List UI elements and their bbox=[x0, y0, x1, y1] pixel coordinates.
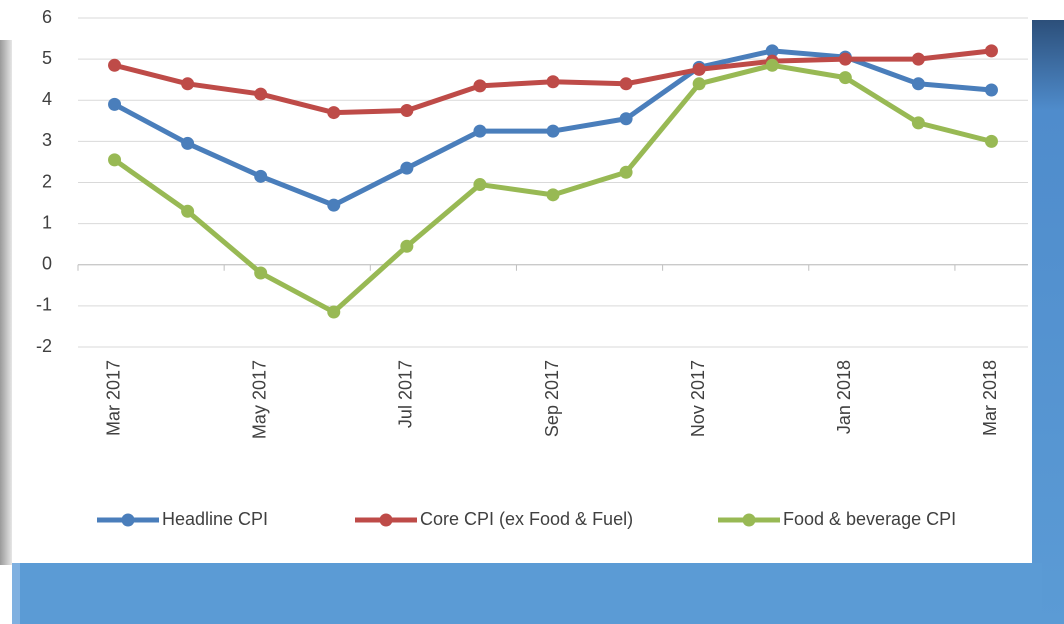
data-point bbox=[108, 58, 122, 72]
y-tick-label: 2 bbox=[42, 171, 52, 191]
data-point bbox=[108, 153, 122, 167]
x-tick-label: May 2017 bbox=[249, 360, 269, 439]
data-point bbox=[254, 266, 268, 280]
y-tick-label: 0 bbox=[42, 254, 52, 274]
y-tick-label: 6 bbox=[42, 7, 52, 27]
data-point bbox=[546, 188, 560, 202]
x-tick-label: Mar 2018 bbox=[980, 360, 1000, 436]
legend-label: Food & beverage CPI bbox=[783, 509, 956, 529]
data-point bbox=[473, 79, 487, 93]
data-point bbox=[911, 52, 925, 66]
data-point bbox=[911, 116, 925, 130]
data-point bbox=[546, 75, 560, 89]
data-point bbox=[838, 52, 852, 66]
data-point bbox=[254, 169, 268, 183]
data-point bbox=[181, 204, 195, 218]
data-point bbox=[692, 62, 706, 76]
data-point bbox=[619, 112, 633, 126]
left-frame bbox=[0, 40, 12, 565]
bottom-band-edge bbox=[12, 563, 20, 624]
y-tick-label: 4 bbox=[42, 89, 52, 109]
legend-marker bbox=[121, 513, 135, 527]
legend-marker bbox=[379, 513, 393, 527]
x-tick-label: Jan 2018 bbox=[834, 360, 854, 434]
data-point bbox=[692, 77, 706, 91]
x-tick-label: Nov 2017 bbox=[688, 360, 708, 437]
data-point bbox=[254, 87, 268, 101]
x-tick-label: Mar 2017 bbox=[103, 360, 123, 436]
data-point bbox=[546, 124, 560, 138]
y-tick-label: -2 bbox=[36, 336, 52, 356]
data-point bbox=[619, 77, 633, 91]
data-point bbox=[181, 77, 195, 91]
legend-marker bbox=[742, 513, 756, 527]
data-point bbox=[984, 83, 998, 97]
data-point bbox=[984, 134, 998, 148]
data-point bbox=[984, 44, 998, 58]
y-tick-label: 5 bbox=[42, 48, 52, 68]
data-point bbox=[911, 77, 925, 91]
data-point bbox=[400, 104, 414, 118]
data-point bbox=[473, 124, 487, 138]
data-point bbox=[108, 97, 122, 111]
data-point bbox=[765, 44, 779, 58]
data-point bbox=[765, 58, 779, 72]
y-tick-label: 3 bbox=[42, 130, 52, 150]
y-tick-label: -1 bbox=[36, 295, 52, 315]
data-point bbox=[327, 106, 341, 120]
data-point bbox=[838, 71, 852, 85]
data-point bbox=[473, 178, 487, 192]
legend-label: Core CPI (ex Food & Fuel) bbox=[420, 509, 633, 529]
x-tick-label: Jul 2017 bbox=[396, 360, 416, 428]
data-point bbox=[400, 161, 414, 175]
data-point bbox=[327, 305, 341, 319]
bottom-band bbox=[12, 563, 1042, 624]
data-point bbox=[400, 239, 414, 253]
data-point bbox=[327, 198, 341, 212]
y-tick-label: 1 bbox=[42, 212, 52, 232]
right-frame bbox=[1032, 20, 1064, 624]
data-point bbox=[181, 136, 195, 150]
x-tick-label: Sep 2017 bbox=[542, 360, 562, 437]
data-point bbox=[619, 165, 633, 179]
legend-label: Headline CPI bbox=[162, 509, 268, 529]
